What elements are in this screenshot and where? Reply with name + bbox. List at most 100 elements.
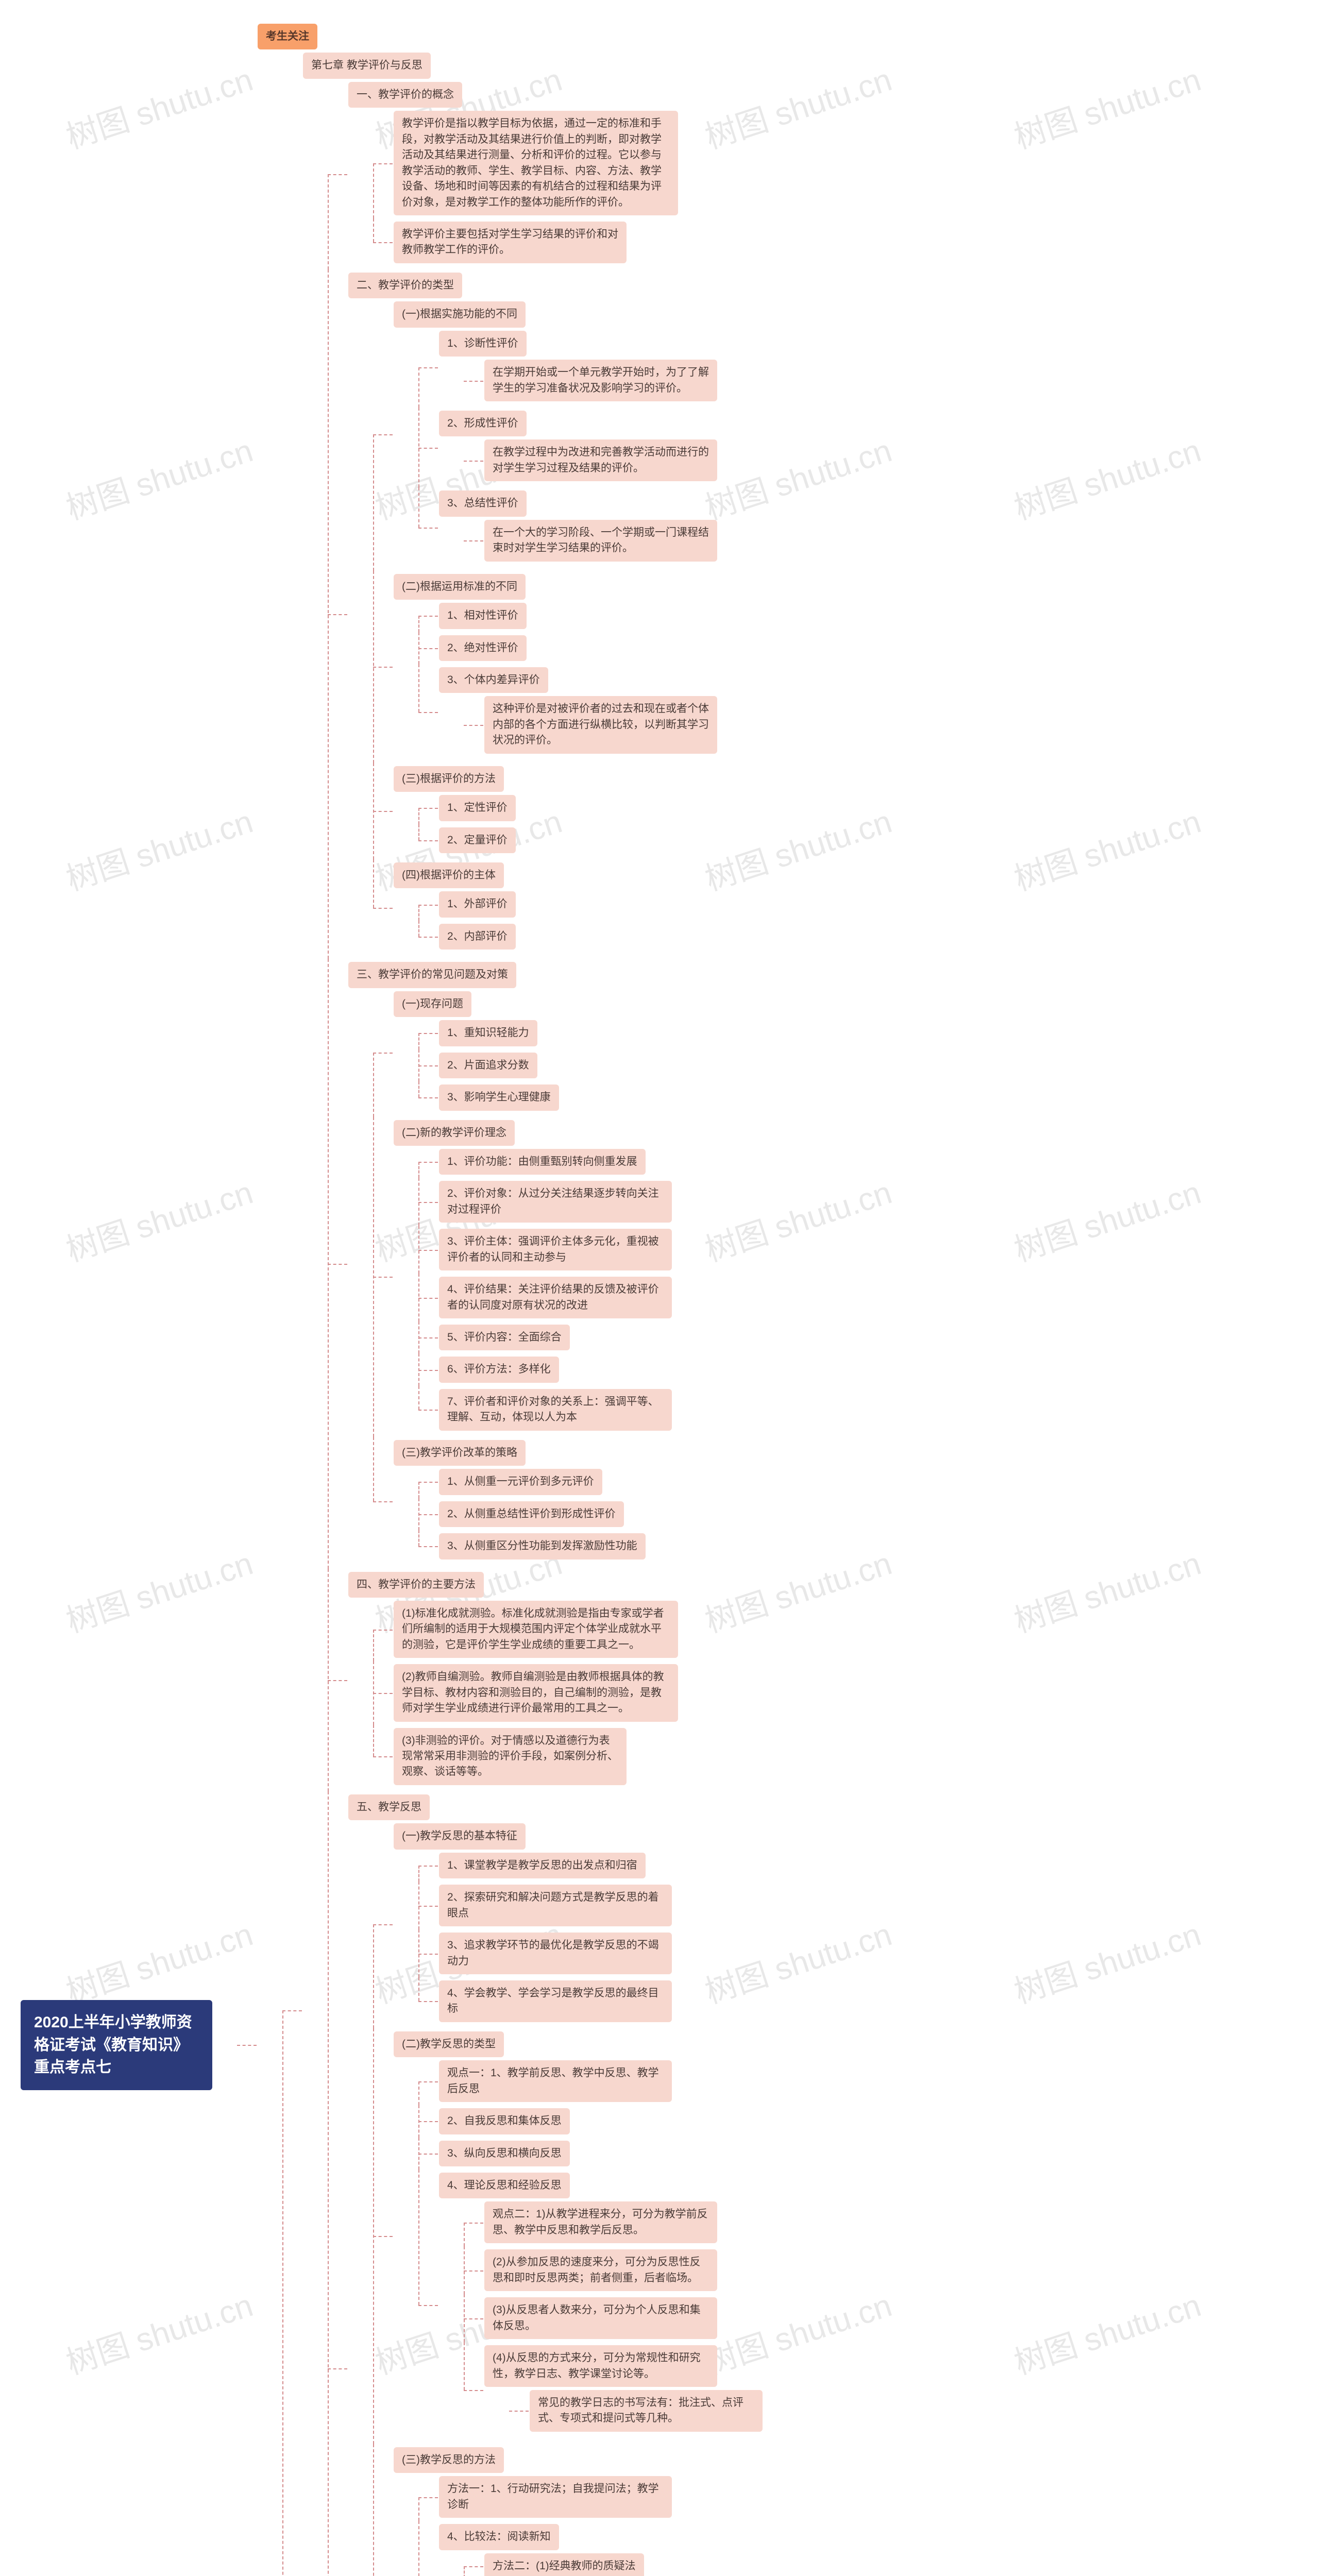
mind-node: (2)从参加反思的速度来分，可分为反思性反思和即时反思两类；前者侧重，后者临场。 (484, 2249, 717, 2291)
mind-branch: 1、定性评价 (418, 792, 859, 824)
mind-branch: 4、比较法：阅读新知方法二：(1)经典教师的质疑法(2)创造性地批判和使用反思教… (418, 2521, 859, 2576)
mind-branch: 3、个体内差异评价这种评价是对被评价者的过去和现在或者个体内部的各个方面进行纵横… (418, 664, 859, 760)
mind-branch: 1、课堂教学是教学反思的出发点和归宿 (418, 1850, 859, 1882)
mind-node: 教学评价是指以教学目标为依据，通过一定的标准和手段，对教学活动及其结果进行价值上… (394, 111, 678, 215)
mind-node: 五、教学反思 (348, 1794, 430, 1820)
mind-branch: 4、评价结果：关注评价结果的反馈及被评价者的认同度对原有状况的改进 (418, 1274, 859, 1321)
mind-node: 1、从侧重一元评价到多元评价 (439, 1469, 602, 1495)
mind-branch: (一)教学反思的基本特征1、课堂教学是教学反思的出发点和归宿2、探索研究和解决问… (373, 1820, 859, 2028)
mind-branch: 三、教学评价的常见问题及对策 (一)现存问题 1、重知识轻能力 2、片面追求分数3、影… (328, 959, 859, 1568)
mind-node: 1、重知识轻能力 (439, 1020, 537, 1046)
mind-branch: 2、内部评价 (418, 921, 859, 953)
mind-branch: (2)教师自编测验。教师自编测验是由教师根据具体的教学目标、教材内容和测验目的，… (373, 1661, 859, 1724)
mind-branch: 2、探索研究和解决问题方式是教学反思的着眼点 (418, 1882, 859, 1929)
mind-branch: 教学评价是指以教学目标为依据，通过一定的标准和手段，对教学活动及其结果进行价值上… (373, 108, 859, 218)
mind-node: 1、评价功能：由侧重甄别转向侧重发展 (439, 1149, 646, 1175)
mind-branch: 3、纵向反思和横向反思 (418, 2138, 859, 2170)
mind-node: 方法一：1、行动研究法；自我提问法；教学诊断 (439, 2476, 672, 2518)
mind-branch: 2、定量评价 (418, 824, 859, 856)
mind-branch: 3、追求教学环节的最优化是教学反思的不竭动力 (418, 1929, 859, 1977)
mind-node: 第七章 教学评价与反思 (303, 53, 431, 78)
mind-branch: 3、评价主体：强调评价主体多元化，重视被评价者的认同和主动参与 (418, 1226, 859, 1274)
mind-node: 2、评价对象：从过分关注结果逐步转向关注对过程评价 (439, 1181, 672, 1223)
mind-node: (二)根据运用标准的不同 (394, 574, 526, 600)
mind-branch: (2)从参加反思的速度来分，可分为反思性反思和即时反思两类；前者侧重，后者临场。 (464, 2246, 859, 2294)
mind-branch: 1、相对性评价 (418, 600, 859, 632)
mind-branch: 四、教学评价的主要方法 (1)标准化成就测验。标准化成就测验是指由专家或学者们所编… (328, 1569, 859, 1791)
mind-node: 观点一：1、教学前反思、教学中反思、教学后反思 (439, 2060, 672, 2102)
mind-branch: 一、教学评价的概念教学评价是指以教学目标为依据，通过一定的标准和手段，对教学活动… (328, 79, 859, 269)
mind-node: 在教学过程中为改进和完善教学活动而进行的对学生学习过程及结果的评价。 (484, 439, 717, 481)
mind-branch: 3、总结性评价在一个大的学习阶段、一个学期或一门课程结束时对学生学习结果的评价。 (418, 487, 859, 567)
mind-node: 四、教学评价的主要方法 (348, 1572, 484, 1598)
mind-branch: 1、重知识轻能力 (418, 1017, 859, 1049)
mind-node: (二)新的教学评价理念 (394, 1120, 515, 1146)
mind-branch: 在学期开始或一个单元教学开始时，为了了解学生的学习准备状况及影响学习的评价。 (464, 357, 859, 404)
mind-branch: (三)根据评价的方法1、定性评价2、定量评价 (373, 763, 859, 859)
mind-node: (4)从反思的方式来分，可分为常规性和研究性，教学日志、教学课堂讨论等。 (484, 2345, 717, 2387)
mind-node: 二、教学评价的类型 (348, 273, 462, 298)
mind-branch: 3、从侧重区分性功能到发挥激励性功能 (418, 1530, 859, 1562)
mind-node: 一、教学评价的概念 (348, 82, 462, 108)
mind-branch: 在教学过程中为改进和完善教学活动而进行的对学生学习过程及结果的评价。 (464, 436, 859, 484)
mind-node: (一)现存问题 (394, 991, 471, 1017)
mind-node: (1)标准化成就测验。标准化成就测验是指由专家或学者们所编制的适用于大规模范围内… (394, 1601, 678, 1658)
mind-branch: (四)根据评价的主体1、外部评价 2、内部评价 (373, 859, 859, 956)
mind-branch: 1、评价功能：由侧重甄别转向侧重发展 (418, 1146, 859, 1178)
mind-branch: 观点二：1)从教学进程来分，可分为教学前反思、教学中反思和教学后反思。 (464, 2198, 859, 2246)
mind-node: 三、教学评价的常见问题及对策 (348, 962, 516, 988)
mind-node: 3、从侧重区分性功能到发挥激励性功能 (439, 1533, 646, 1559)
mind-branch: 2、自我反思和集体反思 (418, 2105, 859, 2137)
mind-branch: (二)新的教学评价理念 1、评价功能：由侧重甄别转向侧重发展 2、评价对象：从过分关… (373, 1117, 859, 1437)
mind-branch: 4、理论反思和经验反思观点二：1)从教学进程来分，可分为教学前反思、教学中反思和… (418, 2170, 859, 2441)
mind-branch: (4)从反思的方式来分，可分为常规性和研究性，教学日志、教学课堂讨论等。常见的教… (464, 2342, 859, 2438)
mind-branch: 观点一：1、教学前反思、教学中反思、教学后反思 (418, 2057, 859, 2105)
mind-branch: 1、诊断性评价在学期开始或一个单元教学开始时，为了了解学生的学习准备状况及影响学… (418, 328, 859, 408)
mind-branch: 教学评价主要包括对学生学习结果的评价和对教师教学工作的评价。 (373, 218, 859, 266)
mind-node: (一)根据实施功能的不同 (394, 301, 526, 327)
mind-branch: 方法二：(1)经典教师的质疑法 (464, 2550, 859, 2576)
mind-branch: (一)根据实施功能的不同1、诊断性评价在学期开始或一个单元教学开始时，为了了解学… (373, 298, 859, 570)
mind-branch: 1、从侧重一元评价到多元评价 (418, 1466, 859, 1498)
mind-node: (二)教学反思的类型 (394, 2031, 504, 2057)
mind-branch: 二、教学评价的类型(一)根据实施功能的不同1、诊断性评价在学期开始或一个单元教学… (328, 269, 859, 959)
mind-node: 教学评价主要包括对学生学习结果的评价和对教师教学工作的评价。 (394, 222, 627, 263)
mind-node: 3、个体内差异评价 (439, 667, 548, 693)
mind-branch: 在一个大的学习阶段、一个学期或一门课程结束时对学生学习结果的评价。 (464, 517, 859, 565)
mind-node: 4、学会教学、学会学习是教学反思的最终目标 (439, 1980, 672, 2022)
mind-branch: 2、片面追求分数 (418, 1049, 859, 1081)
mind-node: 3、评价主体：强调评价主体多元化，重视被评价者的认同和主动参与 (439, 1229, 672, 1270)
mind-branch: (3)从反思者人数来分，可分为个人反思和集体反思。 (464, 2294, 859, 2342)
mind-branch: 2、绝对性评价 (418, 632, 859, 664)
mind-node: (三)教学评价改革的策略 (394, 1440, 526, 1466)
mind-node: 7、评价者和评价对象的关系上：强调平等、理解、互动，体现以人为本 (439, 1389, 672, 1431)
mind-branch: 6、评价方法：多样化 (418, 1353, 859, 1385)
mind-node: 2、形成性评价 (439, 411, 527, 436)
mind-branch: (三)教学评价改革的策略 1、从侧重一元评价到多元评价 2、从侧重总结性评价到形成性… (373, 1437, 859, 1566)
mind-branch: 3、影响学生心理健康 (418, 1081, 859, 1113)
mind-node: 4、评价结果：关注评价结果的反馈及被评价者的认同度对原有状况的改进 (439, 1277, 672, 1318)
mind-branch: 1、外部评价 (418, 888, 859, 920)
mind-branch: (二)教学反思的类型观点一：1、教学前反思、教学中反思、教学后反思 2、自我反思和… (373, 2028, 859, 2444)
mind-node: 6、评价方法：多样化 (439, 1357, 559, 1382)
mind-node: 3、总结性评价 (439, 490, 527, 516)
mind-branch: 2、从侧重总结性评价到形成性评价 (418, 1498, 859, 1530)
mindmap-root-row: 2020上半年小学教师资格证考试《教育知识》重点考点七考生关注第七章 教学评价与… (21, 21, 1319, 2576)
mind-node: 1、诊断性评价 (439, 331, 527, 357)
mind-branch: (二)根据运用标准的不同1、相对性评价2、绝对性评价3、个体内差异评价这种评价是… (373, 571, 859, 763)
mind-node: 3、纵向反思和横向反思 (439, 2141, 570, 2166)
mind-node: 2、内部评价 (439, 924, 516, 950)
mind-node: 5、评价内容：全面综合 (439, 1325, 570, 1350)
mind-node: 这种评价是对被评价者的过去和现在或者个体内部的各个方面进行纵横比较，以判断其学习… (484, 696, 717, 753)
mind-node: 2、自我反思和集体反思 (439, 2108, 570, 2134)
mind-branch: 五、教学反思(一)教学反思的基本特征1、课堂教学是教学反思的出发点和归宿2、探索… (328, 1791, 859, 2576)
mind-node: (四)根据评价的主体 (394, 862, 504, 888)
mind-node: 考生关注 (258, 24, 317, 49)
mind-branch: (一)现存问题 1、重知识轻能力 2、片面追求分数3、影响学生心理健康 (373, 988, 859, 1117)
mind-node: 4、理论反思和经验反思 (439, 2173, 570, 2198)
mind-node: (2)教师自编测验。教师自编测验是由教师根据具体的教学目标、教材内容和测验目的，… (394, 1664, 678, 1721)
mind-node: 在学期开始或一个单元教学开始时，为了了解学生的学习准备状况及影响学习的评价。 (484, 360, 717, 401)
mind-node: 1、定性评价 (439, 795, 516, 821)
mind-branch: 2、评价对象：从过分关注结果逐步转向关注对过程评价 (418, 1178, 859, 1226)
mind-branch: 常见的教学日志的书写法有：批注式、点评式、专项式和提问式等几种。 (509, 2387, 859, 2435)
